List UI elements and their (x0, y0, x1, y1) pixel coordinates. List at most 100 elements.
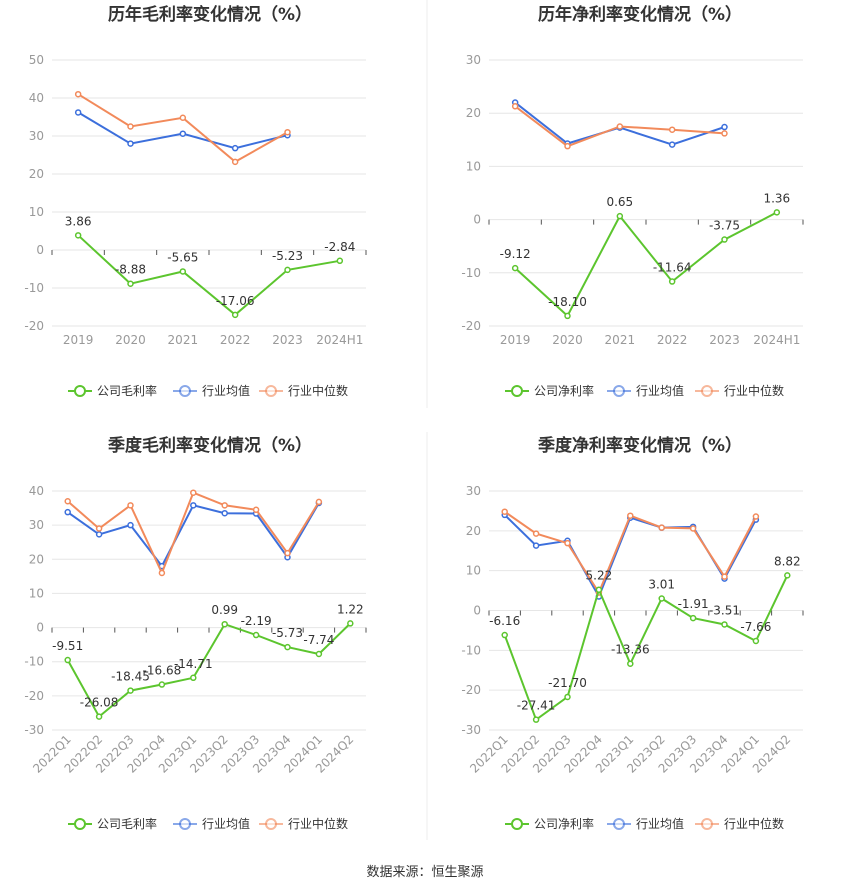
data-label: -8.88 (115, 263, 146, 277)
y-tick-label: -20 (461, 319, 481, 333)
data-label: 0.99 (211, 603, 238, 617)
legend-item-company: 公司净利率 (505, 383, 594, 398)
series-line-company (77, 234, 340, 317)
data-point-company (627, 660, 634, 667)
data-point-avg (231, 144, 239, 152)
legend-label: 行业均值 (202, 383, 250, 398)
series-line-company (514, 211, 778, 318)
chart-panel-3: 季度毛利率变化情况（%）403020100-10-20-302022Q12022… (24, 435, 367, 831)
y-tick-label: 20 (29, 167, 44, 181)
data-label: -2.19 (241, 614, 272, 628)
y-tick-label: 20 (29, 552, 44, 566)
data-point-avg (127, 521, 134, 529)
data-point-median (668, 126, 676, 133)
legend-item-median: 行业中位数 (695, 383, 784, 398)
data-label: -5.23 (272, 249, 303, 263)
data-point-median (564, 539, 571, 547)
data-point-company (721, 236, 728, 243)
data-point-median (564, 142, 571, 150)
data-point-avg (74, 109, 82, 116)
data-point-median (284, 128, 291, 136)
chart-panel-4: 季度净利率变化情况（%）3020100-10-20-302022Q12022Q2… (461, 435, 804, 831)
legend-item-avg: 行业均值 (607, 383, 684, 398)
data-point-median (127, 502, 134, 509)
data-point-median (501, 508, 508, 515)
legend-swatch-marker (179, 385, 191, 397)
data-point-avg (190, 502, 197, 509)
data-point-median (627, 512, 634, 519)
data-point-company (501, 631, 508, 639)
chart-panel-1: 历年毛利率变化情况（%） 50 40 30 20 10 0 -10 -20 2019 2020 202… (24, 4, 367, 398)
data-label: 8.82 (774, 554, 801, 568)
data-label: -3.75 (709, 219, 740, 233)
y-tick-label: -30 (461, 723, 481, 737)
data-point-median (74, 90, 82, 98)
data-label: -13.36 (611, 643, 650, 657)
data-point-median (95, 525, 103, 532)
data-point-median (616, 123, 624, 130)
legend-label: 行业中位数 (724, 383, 784, 398)
series-line-company (503, 574, 789, 722)
x-tick-label: 2019 (63, 333, 94, 347)
data-label: -11.64 (653, 261, 692, 275)
chart-title: 季度净利率变化情况（%） (538, 435, 742, 456)
data-point-median (658, 524, 665, 531)
legend-item-company: 公司毛利率 (68, 816, 157, 831)
legend-label: 行业均值 (636, 816, 684, 831)
legend-label: 行业均值 (202, 816, 250, 831)
data-point-median (532, 530, 540, 537)
data-point-company (773, 209, 781, 216)
data-label: -27.41 (517, 699, 556, 713)
data-label: 1.36 (763, 191, 790, 205)
data-point-company (784, 572, 791, 579)
data-point-company (95, 713, 103, 720)
y-tick-label: 30 (29, 518, 44, 532)
series-line-median (504, 510, 757, 595)
data-label: -5.73 (272, 626, 303, 640)
data-point-company (668, 278, 676, 285)
data-point-median (127, 123, 134, 130)
x-tick-label: 2023 (272, 333, 303, 347)
y-tick-label: -10 (24, 655, 44, 669)
data-point-median (721, 130, 728, 137)
y-tick-label: -10 (461, 643, 481, 657)
x-tick-label: 2020 (552, 333, 583, 347)
data-label: -3.51 (709, 603, 740, 617)
legend-label: 行业中位数 (288, 816, 348, 831)
data-point-company (127, 280, 134, 287)
legend-item-avg: 行业均值 (607, 816, 684, 831)
y-tick-label: 0 (36, 243, 44, 257)
data-label: 3.86 (65, 214, 92, 228)
data-point-median (221, 502, 228, 509)
y-tick-label: -10 (461, 266, 481, 280)
data-point-company (284, 266, 291, 274)
legend-item-avg: 行业均值 (173, 816, 250, 831)
data-label: 5.22 (586, 569, 613, 583)
data-source-note: 数据来源：恒生聚源 (366, 865, 483, 880)
data-point-company (231, 311, 239, 319)
data-point-avg (127, 140, 134, 147)
legend-item-median: 行业中位数 (259, 816, 348, 831)
legend-label: 公司毛利率 (97, 816, 157, 831)
x-tick-label: 2022 (657, 333, 688, 347)
data-label: 3.01 (648, 578, 675, 592)
legend-swatch-marker (701, 385, 713, 397)
data-label: -7.74 (303, 633, 334, 647)
data-point-avg (95, 531, 103, 538)
data-point-company (658, 595, 665, 602)
data-label: -18.45 (111, 670, 150, 684)
data-point-median (752, 513, 760, 520)
legend-label: 行业中位数 (724, 816, 784, 831)
y-tick-label: 20 (466, 524, 481, 538)
data-label: -16.68 (143, 664, 182, 678)
data-point-company (284, 643, 291, 651)
series-line-median (77, 93, 288, 164)
data-point-avg (179, 130, 187, 137)
data-point-company (347, 620, 354, 627)
y-tick-label: -20 (24, 319, 44, 333)
series-line-avg (504, 514, 757, 599)
data-point-avg (668, 141, 676, 148)
data-point-median (315, 498, 323, 506)
data-label: 1.22 (337, 602, 364, 616)
series-line-company (66, 622, 351, 719)
